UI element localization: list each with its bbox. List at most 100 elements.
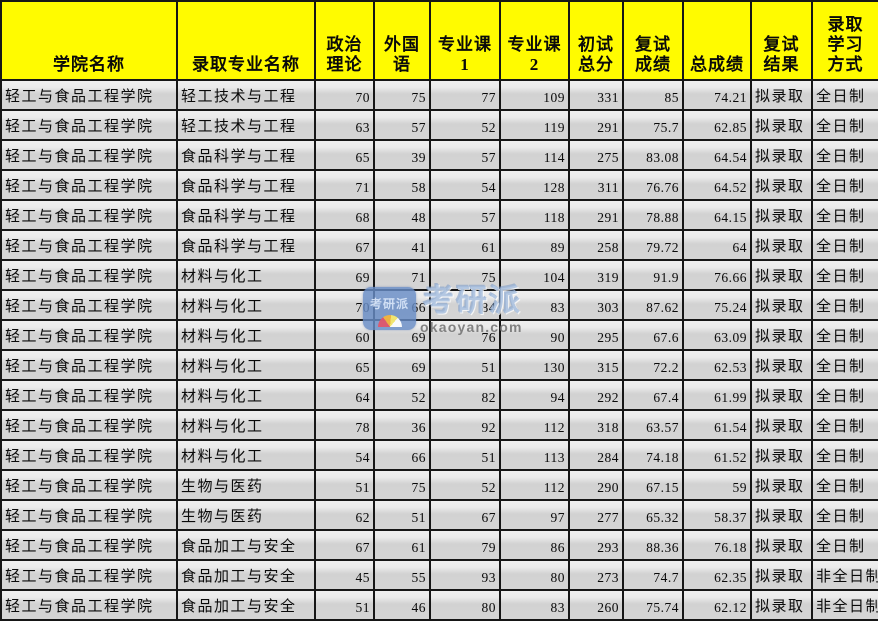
cell-initial-total: 291 <box>568 109 624 141</box>
cell-college: 轻工与食品工程学院 <box>0 199 178 231</box>
cell-study-mode: 全日制 <box>811 139 878 171</box>
cell-foreign: 75 <box>373 79 431 111</box>
column-header-retest-result: 复试 结果 <box>750 0 813 81</box>
table-header-row: 学院名称 录取专业名称 政治 理论 外国 语专业课 1 专业课 2 初试 总分 复试 成绩总… <box>0 0 878 81</box>
table-row: 轻工与食品工程学院 材料与化工 78 36 92 112 318 63.57 61.54 拟录取全… <box>0 409 878 441</box>
cell-foreign: 55 <box>373 559 431 591</box>
cell-total-score: 62.12 <box>682 589 752 621</box>
cell-major: 生物与医药 <box>176 469 316 501</box>
cell-initial-total: 290 <box>568 469 624 501</box>
cell-retest-score: 63.57 <box>622 409 684 441</box>
cell-major: 食品加工与安全 <box>176 559 316 591</box>
cell-retest-result: 拟录取 <box>750 379 813 411</box>
cell-course2: 89 <box>499 229 570 261</box>
cell-course1: 51 <box>429 349 501 381</box>
cell-study-mode: 全日制 <box>811 199 878 231</box>
table-row: 轻工与食品工程学院 材料与化工 54 66 51 113 284 74.18 61.52 拟录取全… <box>0 439 878 471</box>
cell-foreign: 41 <box>373 229 431 261</box>
cell-politics: 51 <box>314 589 375 621</box>
cell-college: 轻工与食品工程学院 <box>0 229 178 261</box>
cell-study-mode: 全日制 <box>811 439 878 471</box>
cell-initial-total: 303 <box>568 289 624 321</box>
cell-course2: 83 <box>499 289 570 321</box>
cell-study-mode: 全日制 <box>811 469 878 501</box>
table-row: 轻工与食品工程学院 食品加工与安全 51 46 80 83 260 75.74 62.12 拟录取… <box>0 589 878 621</box>
cell-retest-score: 75.7 <box>622 109 684 141</box>
cell-retest-result: 拟录取 <box>750 109 813 141</box>
cell-major: 轻工技术与工程 <box>176 109 316 141</box>
cell-foreign: 36 <box>373 409 431 441</box>
cell-course1: 57 <box>429 199 501 231</box>
cell-politics: 65 <box>314 139 375 171</box>
cell-college: 轻工与食品工程学院 <box>0 259 178 291</box>
cell-initial-total: 284 <box>568 439 624 471</box>
cell-initial-total: 291 <box>568 199 624 231</box>
cell-retest-score: 74.7 <box>622 559 684 591</box>
cell-retest-result: 拟录取 <box>750 79 813 111</box>
cell-total-score: 62.85 <box>682 109 752 141</box>
cell-initial-total: 311 <box>568 169 624 201</box>
cell-retest-score: 74.18 <box>622 439 684 471</box>
cell-course1: 67 <box>429 499 501 531</box>
cell-foreign: 69 <box>373 319 431 351</box>
cell-retest-score: 67.15 <box>622 469 684 501</box>
table-row: 轻工与食品工程学院 食品科学与工程 71 58 54 128 311 76.76 64.52 拟录… <box>0 169 878 201</box>
cell-politics: 70 <box>314 79 375 111</box>
cell-study-mode: 全日制 <box>811 229 878 261</box>
table-row: 轻工与食品工程学院 食品科学与工程 67 41 61 89 258 79.72 64 拟录取 全日制 <box>0 229 878 261</box>
cell-college: 轻工与食品工程学院 <box>0 559 178 591</box>
cell-total-score: 64.52 <box>682 169 752 201</box>
cell-retest-result: 拟录取 <box>750 169 813 201</box>
table-row: 轻工与食品工程学院 材料与化工 69 71 75 104 319 91.9 76.66 拟录取 全日… <box>0 259 878 291</box>
cell-course2: 119 <box>499 109 570 141</box>
cell-major: 材料与化工 <box>176 349 316 381</box>
cell-course2: 114 <box>499 139 570 171</box>
cell-total-score: 61.52 <box>682 439 752 471</box>
cell-study-mode: 全日制 <box>811 169 878 201</box>
column-header-politics: 政治 理论 <box>314 0 375 81</box>
cell-total-score: 64 <box>682 229 752 261</box>
cell-college: 轻工与食品工程学院 <box>0 349 178 381</box>
cell-course2: 112 <box>499 469 570 501</box>
cell-retest-score: 65.32 <box>622 499 684 531</box>
cell-initial-total: 277 <box>568 499 624 531</box>
cell-retest-result: 拟录取 <box>750 259 813 291</box>
cell-course1: 51 <box>429 439 501 471</box>
cell-study-mode: 全日制 <box>811 109 878 141</box>
cell-retest-result: 拟录取 <box>750 139 813 171</box>
cell-politics: 71 <box>314 169 375 201</box>
cell-initial-total: 295 <box>568 319 624 351</box>
cell-retest-score: 67.4 <box>622 379 684 411</box>
cell-foreign: 69 <box>373 349 431 381</box>
column-header-total-score: 总成绩 <box>682 0 752 81</box>
cell-college: 轻工与食品工程学院 <box>0 319 178 351</box>
cell-retest-result: 拟录取 <box>750 199 813 231</box>
cell-college: 轻工与食品工程学院 <box>0 379 178 411</box>
cell-politics: 64 <box>314 379 375 411</box>
cell-course2: 104 <box>499 259 570 291</box>
cell-course2: 109 <box>499 79 570 111</box>
cell-study-mode: 全日制 <box>811 349 878 381</box>
cell-retest-result: 拟录取 <box>750 499 813 531</box>
cell-course1: 82 <box>429 379 501 411</box>
cell-college: 轻工与食品工程学院 <box>0 289 178 321</box>
cell-retest-result: 拟录取 <box>750 349 813 381</box>
cell-major: 食品加工与安全 <box>176 589 316 621</box>
cell-politics: 65 <box>314 349 375 381</box>
cell-retest-score: 72.2 <box>622 349 684 381</box>
table-row: 轻工与食品工程学院 轻工技术与工程 63 57 52 119 291 75.7 62.85 拟录取… <box>0 109 878 141</box>
cell-retest-score: 91.9 <box>622 259 684 291</box>
cell-college: 轻工与食品工程学院 <box>0 589 178 621</box>
cell-foreign: 71 <box>373 259 431 291</box>
cell-course2: 128 <box>499 169 570 201</box>
cell-politics: 69 <box>314 259 375 291</box>
cell-course2: 97 <box>499 499 570 531</box>
cell-course2: 94 <box>499 379 570 411</box>
cell-foreign: 66 <box>373 439 431 471</box>
cell-course1: 93 <box>429 559 501 591</box>
cell-retest-score: 75.74 <box>622 589 684 621</box>
cell-course1: 76 <box>429 319 501 351</box>
cell-politics: 78 <box>314 409 375 441</box>
